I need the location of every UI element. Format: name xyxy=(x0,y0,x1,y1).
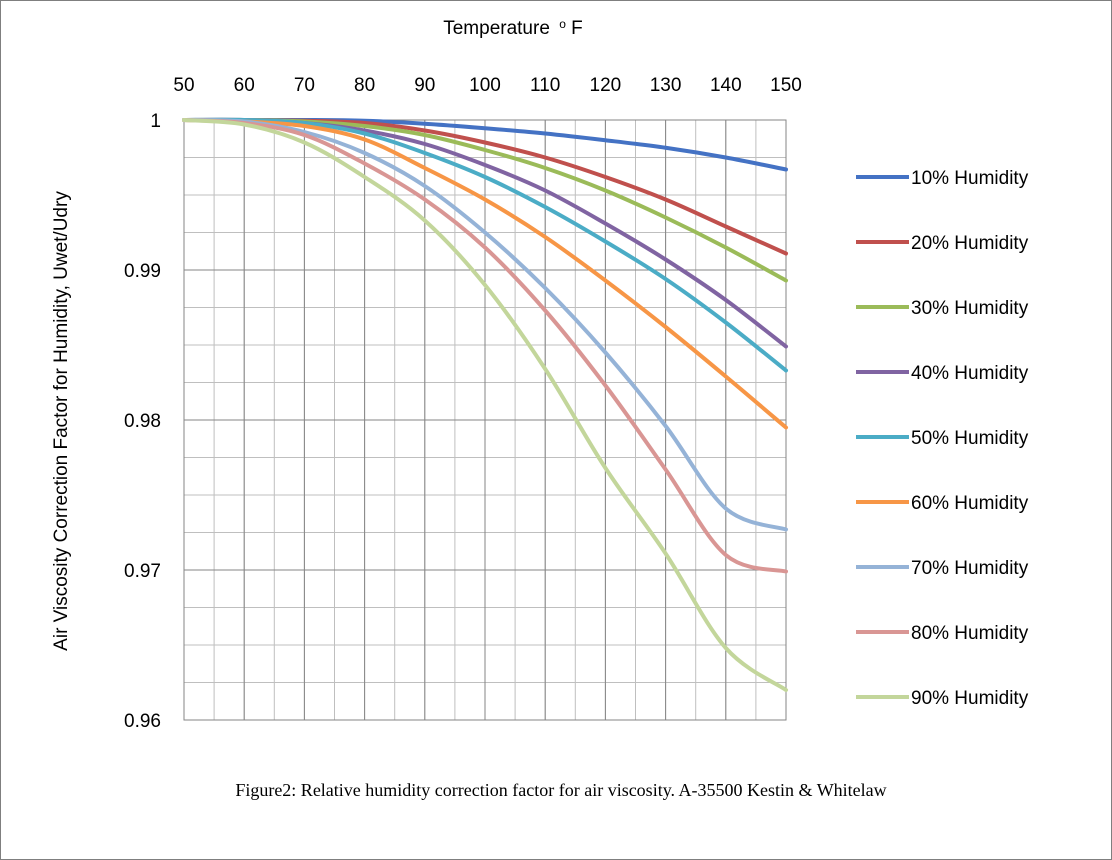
legend-label: 20% Humidity xyxy=(911,233,1029,254)
x-tick-label: 90 xyxy=(414,75,435,96)
series-lines xyxy=(182,117,788,692)
x-tick-label: 80 xyxy=(354,75,375,96)
legend-label: 50% Humidity xyxy=(911,428,1029,449)
x-tick-label: 120 xyxy=(590,75,622,96)
y-axis-title: Air Viscosity Correction Factor for Humi… xyxy=(51,191,72,651)
legend-label: 80% Humidity xyxy=(911,623,1029,644)
legend-label: 10% Humidity xyxy=(911,168,1029,189)
legend-label: 70% Humidity xyxy=(911,558,1029,579)
x-tick-label: 130 xyxy=(650,75,682,96)
x-tick-label: 50 xyxy=(173,75,194,96)
x-tick-labels: 50 60 70 80 90 100 110 120 130 140 150 xyxy=(173,75,801,96)
series-line-50 xyxy=(182,117,788,373)
series-line-60 xyxy=(182,118,788,430)
x-tick-label: 60 xyxy=(234,75,255,96)
x-tick-label: 140 xyxy=(710,75,742,96)
y-tick-label: 0.98 xyxy=(124,411,161,432)
x-tick-label: 150 xyxy=(770,75,802,96)
y-tick-label: 0.99 xyxy=(124,261,161,282)
plot-border xyxy=(183,119,787,721)
figure-caption: Figure2: Relative humidity correction fa… xyxy=(235,780,887,800)
y-tick-labels: 0.96 0.97 0.98 0.99 1 xyxy=(124,111,161,732)
y-tick-label: 0.96 xyxy=(124,711,161,732)
legend: 10% Humidity 20% Humidity 30% Humidity 40% … xyxy=(856,168,1029,709)
legend-label: 90% Humidity xyxy=(911,688,1029,709)
x-tick-label: 100 xyxy=(469,75,501,96)
x-axis-title: Temperature o F xyxy=(443,12,583,39)
series-line-70 xyxy=(182,118,788,532)
legend-label: 60% Humidity xyxy=(911,493,1029,514)
y-tick-label: 0.97 xyxy=(124,561,161,582)
series-line-90 xyxy=(182,118,788,692)
y-tick-label: 1 xyxy=(150,111,161,132)
x-tick-label: 70 xyxy=(294,75,315,96)
legend-label: 40% Humidity xyxy=(911,363,1029,384)
x-tick-label: 110 xyxy=(530,75,560,96)
series-line-80 xyxy=(182,118,788,574)
legend-label: 30% Humidity xyxy=(911,298,1029,319)
plot-area-border xyxy=(183,119,787,721)
